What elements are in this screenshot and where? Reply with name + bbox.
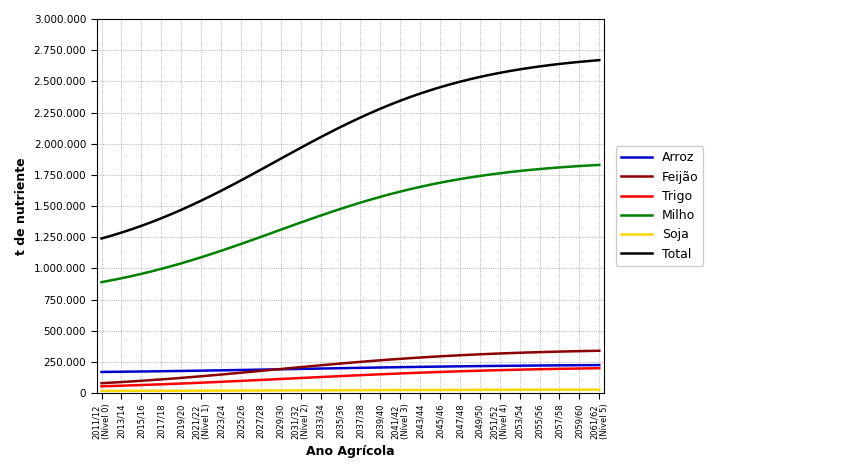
Feijão	[206, 373, 216, 378]
Milho	[594, 162, 605, 168]
Feijão	[97, 380, 107, 386]
Trigo	[206, 379, 216, 385]
Milho	[206, 251, 216, 257]
Trigo	[97, 384, 107, 389]
X-axis label: Ano Agrícola: Ano Agrícola	[306, 445, 395, 458]
Total	[97, 236, 107, 241]
Arroz	[206, 368, 216, 373]
Soja	[97, 388, 107, 394]
Total	[455, 79, 465, 85]
Line: Milho: Milho	[102, 165, 600, 282]
Trigo	[425, 369, 435, 375]
Soja	[584, 387, 594, 393]
Feijão	[256, 368, 266, 374]
Trigo	[584, 366, 594, 371]
Total	[425, 88, 435, 93]
Feijão	[584, 348, 594, 354]
Arroz	[584, 362, 594, 368]
Y-axis label: t de nutriente: t de nutriente	[15, 157, 28, 255]
Trigo	[256, 377, 266, 383]
Legend: Arroz, Feijão, Trigo, Milho, Soja, Total: Arroz, Feijão, Trigo, Milho, Soja, Total	[616, 147, 703, 266]
Soja	[594, 387, 605, 393]
Milho	[455, 176, 465, 182]
Feijão	[594, 348, 605, 354]
Milho	[256, 234, 266, 240]
Milho	[246, 237, 256, 243]
Soja	[246, 388, 256, 394]
Total	[584, 58, 594, 64]
Line: Trigo: Trigo	[102, 368, 600, 386]
Arroz	[256, 367, 266, 372]
Soja	[455, 387, 465, 393]
Total	[246, 172, 256, 178]
Arroz	[455, 363, 465, 369]
Milho	[425, 182, 435, 188]
Feijão	[425, 354, 435, 360]
Line: Arroz: Arroz	[102, 365, 600, 372]
Arroz	[97, 369, 107, 375]
Total	[256, 167, 266, 173]
Total	[206, 193, 216, 199]
Trigo	[594, 365, 605, 371]
Milho	[584, 163, 594, 168]
Trigo	[455, 368, 465, 374]
Soja	[425, 387, 435, 393]
Soja	[256, 388, 266, 394]
Trigo	[246, 377, 256, 383]
Soja	[206, 388, 216, 394]
Milho	[97, 280, 107, 285]
Feijão	[246, 369, 256, 375]
Line: Soja: Soja	[102, 390, 600, 391]
Total	[594, 57, 605, 63]
Line: Feijão: Feijão	[102, 351, 600, 383]
Arroz	[425, 364, 435, 369]
Line: Total: Total	[102, 60, 600, 238]
Arroz	[594, 362, 605, 368]
Arroz	[246, 367, 256, 373]
Feijão	[455, 352, 465, 358]
